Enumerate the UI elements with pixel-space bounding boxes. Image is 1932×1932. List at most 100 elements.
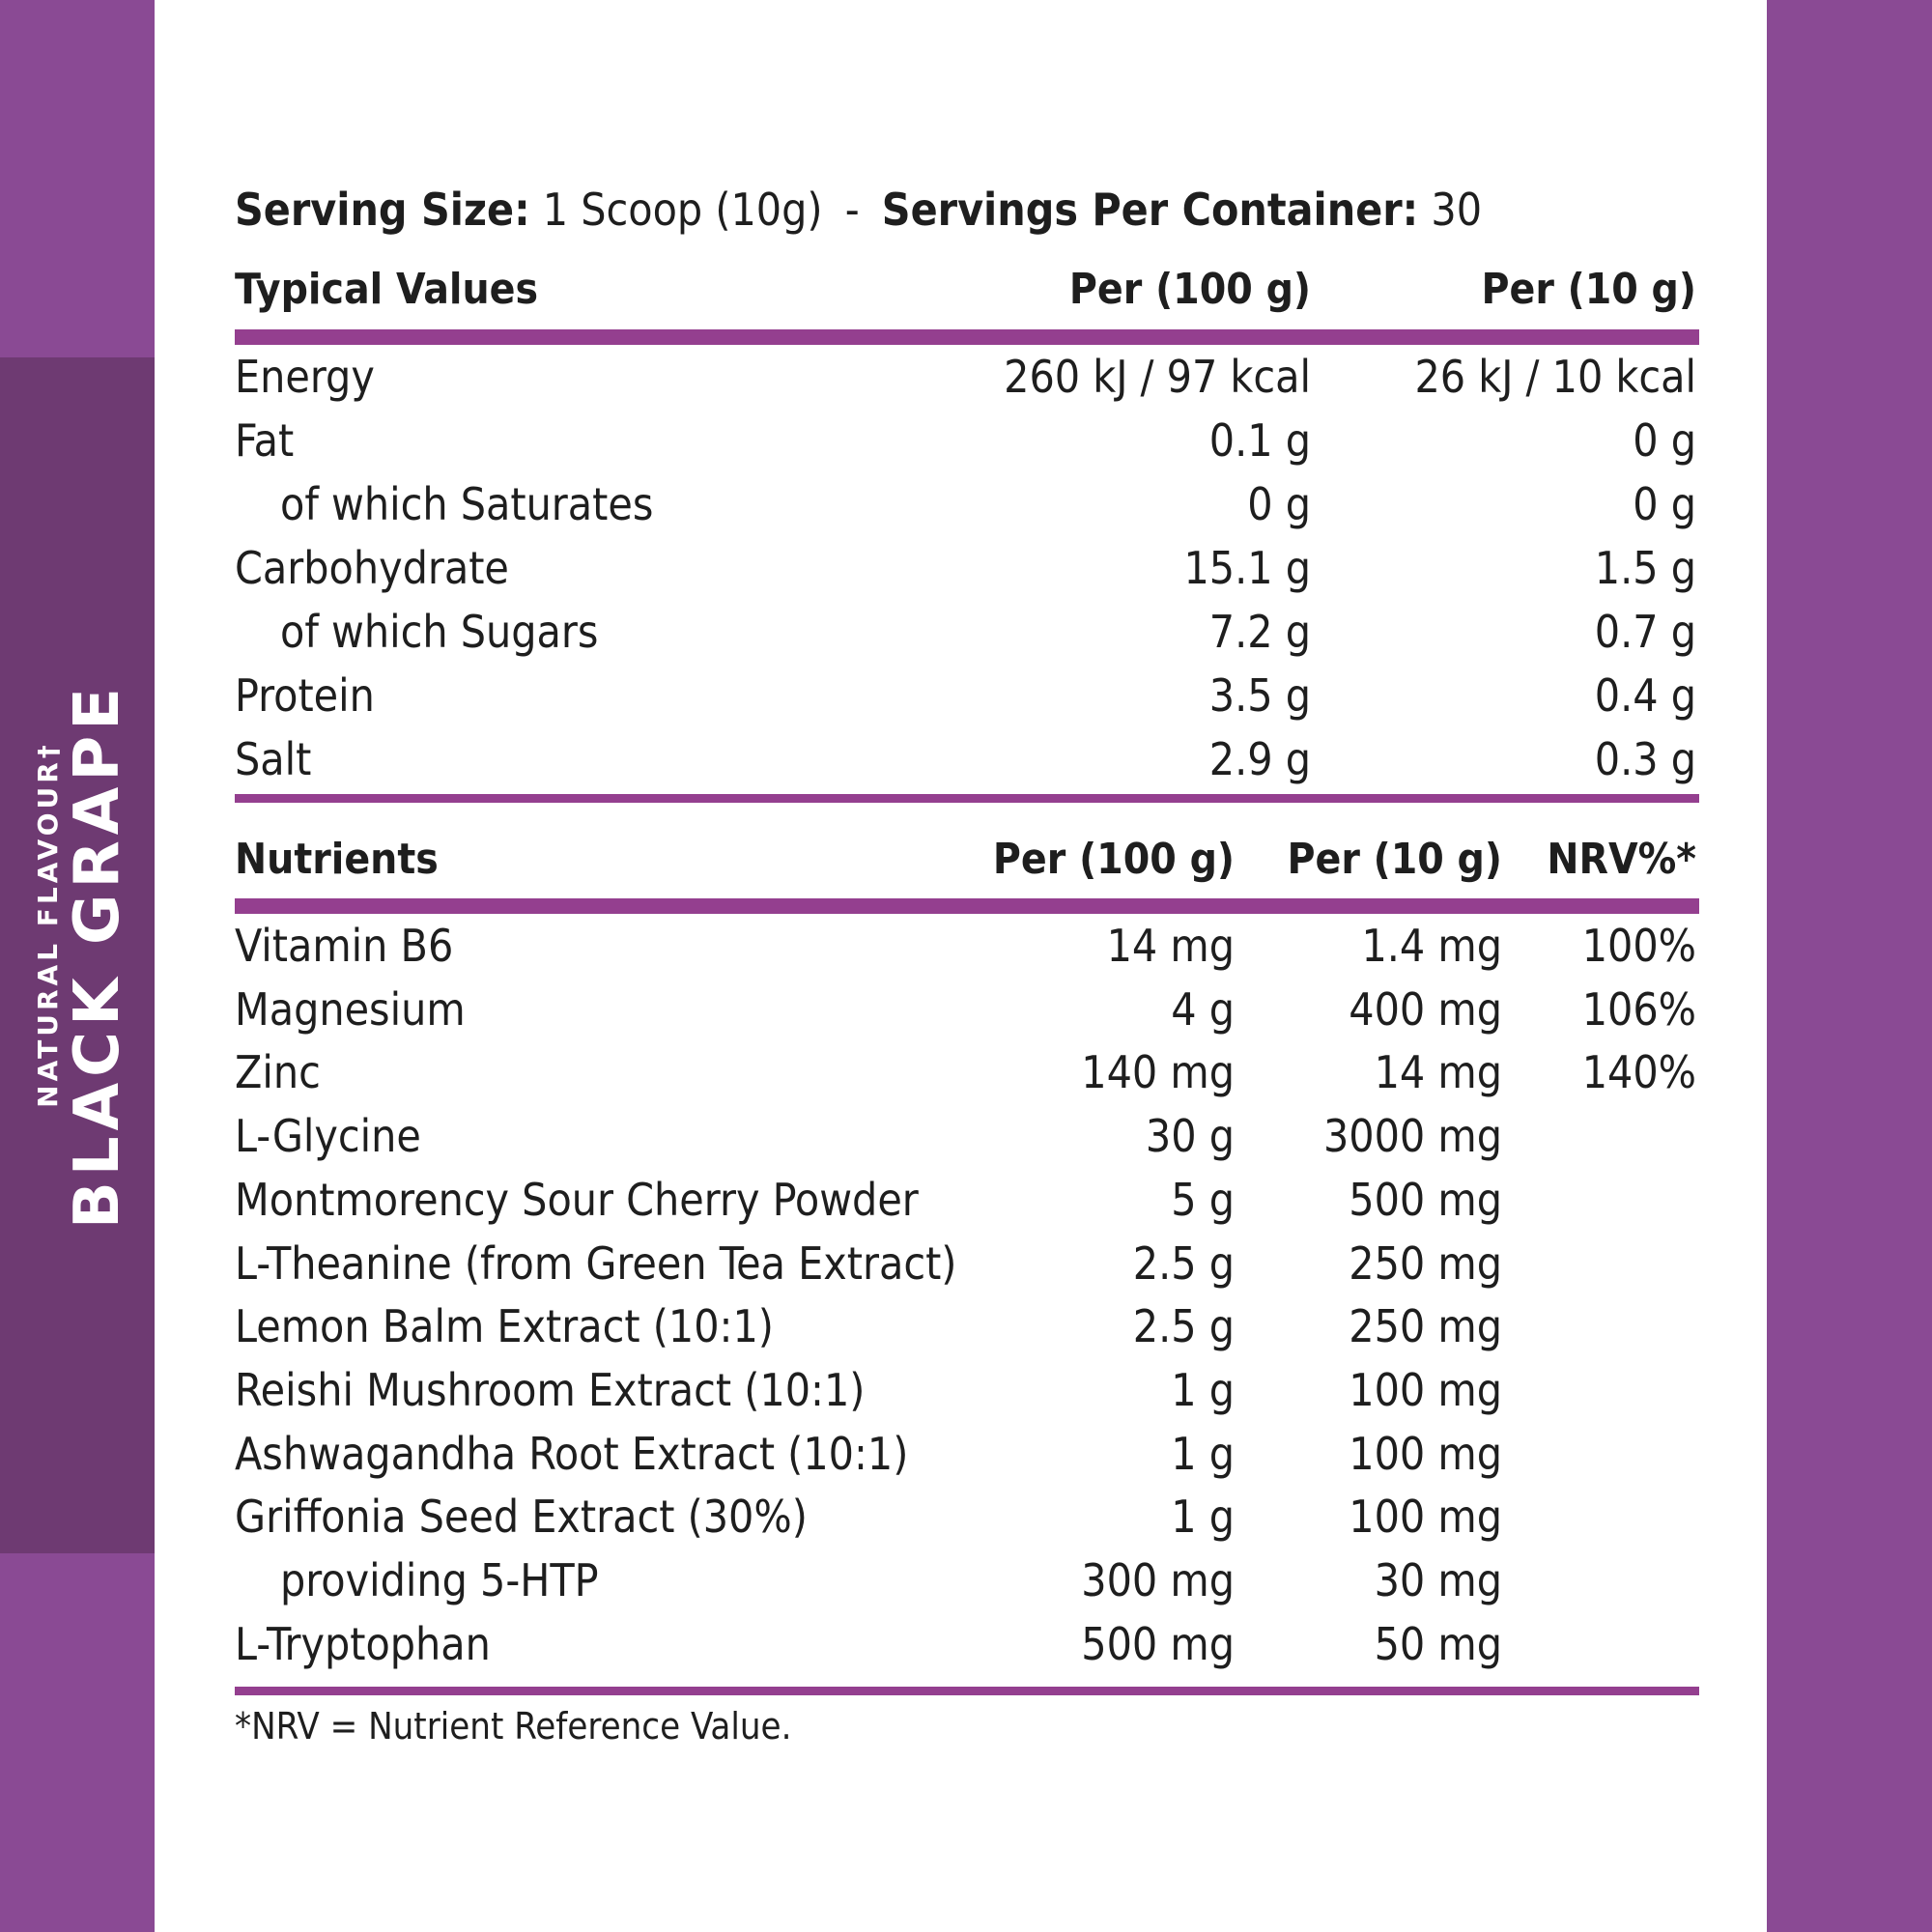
table-row: Griffonia Seed Extract (30%) 1 g 100 mg	[235, 1491, 1699, 1554]
nutrient-name: Reishi Mushroom Extract (10:1)	[235, 1363, 866, 1416]
value-per-10g: 0 g	[1633, 414, 1696, 467]
nutrient-name: L-Theanine (from Green Tea Extract)	[235, 1236, 957, 1290]
value-per-100g: 500 mg	[1081, 1617, 1235, 1670]
value-per-10g: 14 mg	[1374, 1046, 1502, 1099]
value-per-100g: 3.5 g	[1208, 669, 1311, 722]
table-row: Salt 2.9 g 0.3 g	[235, 733, 1699, 797]
nutrient-name: Protein	[235, 669, 375, 722]
nutrient-name: Salt	[235, 733, 312, 785]
nutrient-name: Magnesium	[235, 982, 466, 1036]
nutrient-name: Vitamin B6	[235, 920, 454, 972]
value-per-10g: 100 mg	[1349, 1427, 1502, 1480]
servings-per-container-value: 30	[1431, 184, 1483, 236]
table-row: Lemon Balm Extract (10:1) 2.5 g 250 mg	[235, 1300, 1699, 1364]
table-row: Magnesium 4 g 400 mg 106%	[235, 983, 1699, 1047]
nutrient-name: of which Saturates	[280, 478, 654, 530]
nutrient-name: Fat	[235, 414, 295, 467]
flavour-subtitle: NATURAL FLAVOUR†	[32, 741, 64, 1108]
nutrient-name: Carbohydrate	[235, 542, 509, 594]
table-row: L-Tryptophan 500 mg 50 mg	[235, 1618, 1699, 1682]
nutrient-name: Energy	[235, 351, 375, 403]
value-per-100g: 5 g	[1171, 1173, 1235, 1226]
value-per-10g: 1.5 g	[1594, 542, 1696, 594]
flavour-label: NATURAL FLAVOUR† BLACK GRAPE	[0, 357, 155, 1553]
nrv-footnote: *NRV = Nutrient Reference Value.	[235, 1705, 792, 1747]
value-per-100g: 2.5 g	[1132, 1236, 1235, 1290]
value-per-10g: 0 g	[1633, 478, 1696, 530]
flavour-text-rotated: NATURAL FLAVOUR† BLACK GRAPE	[24, 682, 133, 1229]
value-per-10g: 0.3 g	[1594, 733, 1696, 785]
value-per-100g: 2.5 g	[1132, 1300, 1235, 1353]
value-per-10g: 400 mg	[1349, 982, 1502, 1036]
value-per-100g: 260 kJ / 97 kcal	[1004, 351, 1311, 403]
flavour-name: BLACK GRAPE	[62, 682, 133, 1229]
serving-info: Serving Size: 1 Scoop (10g) - Servings P…	[235, 184, 1482, 236]
header-per-10g: Per (10 g)	[1481, 265, 1696, 314]
nutrient-name: L-Tryptophan	[235, 1617, 491, 1670]
value-per-100g: 14 mg	[1106, 920, 1235, 972]
table-row: Zinc 140 mg 14 mg 140%	[235, 1046, 1699, 1110]
value-per-10g: 1.4 mg	[1361, 920, 1502, 972]
header-per-100g: Per (100 g)	[992, 835, 1235, 884]
value-nrv: 140%	[1581, 1046, 1696, 1099]
nutrient-name: of which Sugars	[280, 606, 599, 658]
flavour-panel	[0, 357, 155, 1553]
servings-per-container-label: Servings Per Container:	[881, 184, 1419, 236]
value-per-10g: 30 mg	[1374, 1554, 1502, 1606]
table-row: Protein 3.5 g 0.4 g	[235, 669, 1699, 733]
nutrients-header: Nutrients Per (100 g) Per (10 g) NRV%*	[235, 835, 1699, 893]
value-per-10g: 100 mg	[1349, 1491, 1502, 1544]
header-nrv: NRV%*	[1547, 835, 1696, 884]
table-row: Montmorency Sour Cherry Powder 5 g 500 mg	[235, 1174, 1699, 1237]
value-per-10g: 26 kJ / 10 kcal	[1414, 351, 1696, 403]
value-per-10g: 3000 mg	[1322, 1110, 1502, 1163]
bottom-rule	[235, 1687, 1699, 1695]
value-per-100g: 140 mg	[1081, 1046, 1235, 1099]
value-per-10g: 250 mg	[1349, 1300, 1502, 1353]
value-per-100g: 0.1 g	[1208, 414, 1311, 467]
table-row: Carbohydrate 15.1 g 1.5 g	[235, 542, 1699, 606]
table-row: Vitamin B6 14 mg 1.4 mg 100%	[235, 920, 1699, 983]
value-per-10g: 100 mg	[1349, 1363, 1502, 1416]
header-rule	[235, 329, 1699, 345]
table-row: Fat 0.1 g 0 g	[235, 414, 1699, 478]
value-per-100g: 1 g	[1171, 1491, 1235, 1544]
value-per-100g: 15.1 g	[1183, 542, 1311, 594]
nutrient-name: providing 5-HTP	[280, 1554, 599, 1606]
table-row: L-Theanine (from Green Tea Extract) 2.5 g…	[235, 1237, 1699, 1301]
value-per-100g: 2.9 g	[1208, 733, 1311, 785]
value-nrv: 100%	[1581, 920, 1696, 972]
serving-separator: -	[844, 184, 860, 236]
value-nrv: 106%	[1581, 982, 1696, 1036]
value-per-100g: 7.2 g	[1208, 606, 1311, 658]
header-per-10g: Per (10 g)	[1287, 835, 1502, 884]
value-per-100g: 4 g	[1171, 982, 1235, 1036]
serving-size-label: Serving Size:	[235, 184, 530, 236]
nutrient-name: Lemon Balm Extract (10:1)	[235, 1300, 774, 1353]
header-nutrients: Nutrients	[235, 835, 439, 884]
table-row: Reishi Mushroom Extract (10:1) 1 g 100 mg	[235, 1364, 1699, 1428]
value-per-10g: 0.7 g	[1594, 606, 1696, 658]
section-divider-rule	[235, 794, 1699, 803]
header-typical-values: Typical Values	[235, 265, 539, 314]
nutrient-name: L-Glycine	[235, 1110, 421, 1163]
value-per-100g: 1 g	[1171, 1363, 1235, 1416]
table-row: L-Glycine 30 g 3000 mg	[235, 1110, 1699, 1174]
value-per-100g: 1 g	[1171, 1427, 1235, 1480]
header-per-100g: Per (100 g)	[1068, 265, 1311, 314]
nutrient-name: Ashwagandha Root Extract (10:1)	[235, 1427, 909, 1480]
table-row: Ashwagandha Root Extract (10:1) 1 g 100 mg	[235, 1428, 1699, 1492]
value-per-10g: 500 mg	[1349, 1173, 1502, 1226]
serving-size-value: 1 Scoop (10g)	[542, 184, 823, 236]
value-per-100g: 0 g	[1247, 478, 1311, 530]
value-per-10g: 50 mg	[1374, 1617, 1502, 1670]
nutrients-header-rule	[235, 898, 1699, 914]
nutrient-name: Montmorency Sour Cherry Powder	[235, 1173, 919, 1226]
table-row: of which Saturates 0 g 0 g	[235, 478, 1699, 542]
nutrient-name: Griffonia Seed Extract (30%)	[235, 1491, 808, 1544]
value-per-100g: 30 g	[1145, 1110, 1235, 1163]
typical-values-header: Typical Values Per (100 g) Per (10 g)	[235, 265, 1699, 323]
value-per-100g: 300 mg	[1081, 1554, 1235, 1606]
nutrient-name: Zinc	[235, 1046, 321, 1099]
table-row: providing 5-HTP 300 mg 30 mg	[235, 1554, 1699, 1618]
